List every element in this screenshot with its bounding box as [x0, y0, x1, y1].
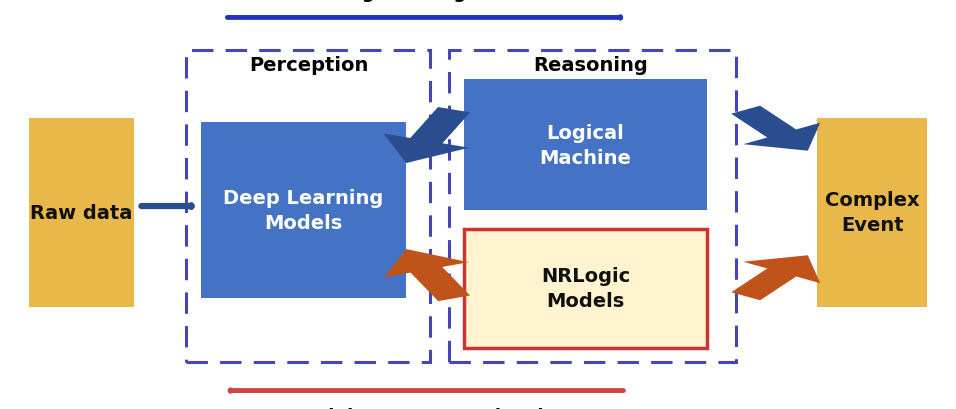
Bar — [464, 229, 707, 348]
Text: Deep Learning
Models: Deep Learning Models — [224, 189, 383, 233]
Text: Inferencing: use Logical machine: Inferencing: use Logical machine — [259, 0, 592, 2]
Text: Training: use NeuralLogic: Training: use NeuralLogic — [297, 407, 554, 409]
Polygon shape — [384, 249, 470, 301]
Bar — [464, 80, 707, 211]
Text: Reasoning: Reasoning — [533, 56, 648, 75]
Polygon shape — [731, 256, 820, 301]
Bar — [817, 119, 927, 307]
Bar — [201, 123, 406, 299]
Bar — [449, 51, 736, 362]
Text: NRLogic
Models: NRLogic Models — [541, 266, 630, 310]
Bar — [186, 51, 430, 362]
Text: Perception: Perception — [250, 56, 368, 75]
Text: Logical
Machine: Logical Machine — [539, 123, 632, 167]
Polygon shape — [383, 108, 470, 164]
Polygon shape — [731, 106, 820, 151]
Text: Raw data: Raw data — [30, 203, 133, 222]
Text: Complex
Event: Complex Event — [825, 191, 920, 235]
Bar — [29, 119, 134, 307]
